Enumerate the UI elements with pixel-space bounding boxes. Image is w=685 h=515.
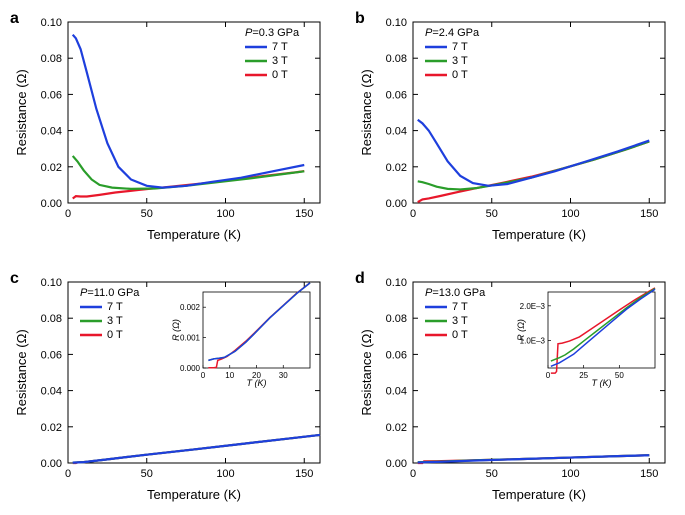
svg-text:0.08: 0.08 bbox=[386, 313, 407, 325]
svg-text:50: 50 bbox=[486, 208, 498, 220]
svg-text:3 T: 3 T bbox=[452, 315, 468, 327]
svg-text:0: 0 bbox=[201, 371, 206, 380]
svg-text:10: 10 bbox=[225, 371, 234, 380]
svg-text:3 T: 3 T bbox=[272, 55, 288, 67]
svg-text:50: 50 bbox=[141, 468, 153, 480]
svg-text:0 T: 0 T bbox=[452, 329, 468, 341]
svg-text:0.06: 0.06 bbox=[386, 349, 407, 361]
svg-text:100: 100 bbox=[216, 208, 234, 220]
panel-b: b 0 50 100 150 0.00 0.02 0.04 0.06 0.08 0.10 Tempe… bbox=[355, 10, 675, 245]
svg-text:Resistance (Ω): Resistance (Ω) bbox=[359, 329, 374, 415]
svg-text:0.02: 0.02 bbox=[41, 162, 62, 174]
svg-text:30: 30 bbox=[279, 371, 288, 380]
svg-text:0: 0 bbox=[65, 208, 71, 220]
svg-text:0.06: 0.06 bbox=[41, 349, 62, 361]
svg-text:0.06: 0.06 bbox=[386, 89, 407, 101]
svg-text:0.04: 0.04 bbox=[386, 386, 407, 398]
svg-text:100: 100 bbox=[561, 468, 579, 480]
svg-text:150: 150 bbox=[295, 468, 313, 480]
svg-text:0.02: 0.02 bbox=[386, 162, 407, 174]
panel-grid: a 0501001500.000.020.040.060.080.10Tempe… bbox=[10, 10, 675, 505]
panel-b-label: b bbox=[355, 10, 365, 28]
svg-text:50: 50 bbox=[141, 208, 153, 220]
svg-text:P=13.0 GPa: P=13.0 GPa bbox=[425, 287, 486, 299]
svg-text:25: 25 bbox=[579, 371, 588, 380]
panel-d: d 0 50 100 150 0.00 0.02 0.04 0.06 0.08 0.10 Tempe… bbox=[355, 270, 675, 505]
svg-text:R (Ω): R (Ω) bbox=[171, 319, 181, 341]
svg-text:0: 0 bbox=[410, 208, 416, 220]
svg-text:0: 0 bbox=[65, 468, 71, 480]
svg-text:0 T: 0 T bbox=[272, 69, 288, 81]
svg-text:3 T: 3 T bbox=[107, 315, 123, 327]
svg-text:0.04: 0.04 bbox=[41, 386, 62, 398]
svg-text:Temperature (K): Temperature (K) bbox=[492, 227, 586, 242]
svg-text:0.00: 0.00 bbox=[41, 198, 62, 210]
svg-text:Resistance (Ω): Resistance (Ω) bbox=[14, 69, 29, 155]
svg-text:Resistance (Ω): Resistance (Ω) bbox=[14, 329, 29, 415]
svg-text:0.001: 0.001 bbox=[180, 334, 201, 343]
svg-text:0.08: 0.08 bbox=[386, 53, 407, 65]
svg-text:0.04: 0.04 bbox=[41, 126, 62, 138]
svg-text:0.08: 0.08 bbox=[41, 53, 62, 65]
panel-a-label: a bbox=[10, 10, 19, 28]
svg-text:50: 50 bbox=[615, 371, 624, 380]
svg-text:100: 100 bbox=[216, 468, 234, 480]
svg-text:0.002: 0.002 bbox=[180, 303, 201, 312]
panel-a: a 0 50 100 150 0.00 0.02 0.04 0.06 0.08 0.10 Tempe… bbox=[10, 10, 330, 245]
svg-text:Temperature (K): Temperature (K) bbox=[492, 487, 586, 502]
svg-text:0.000: 0.000 bbox=[180, 364, 201, 373]
svg-text:0 T: 0 T bbox=[452, 69, 468, 81]
svg-text:P=11.0 GPa: P=11.0 GPa bbox=[80, 287, 140, 299]
svg-text:3 T: 3 T bbox=[452, 55, 468, 67]
svg-text:0 T: 0 T bbox=[107, 329, 123, 341]
svg-text:Temperature (K): Temperature (K) bbox=[147, 487, 241, 502]
svg-text:0.10: 0.10 bbox=[386, 17, 407, 29]
svg-text:0.02: 0.02 bbox=[386, 422, 407, 434]
svg-text:T (K): T (K) bbox=[247, 378, 267, 388]
svg-text:P=0.3 GPa: P=0.3 GPa bbox=[245, 27, 300, 39]
svg-text:0.02: 0.02 bbox=[41, 422, 62, 434]
svg-text:7 T: 7 T bbox=[452, 301, 468, 313]
svg-text:Temperature (K): Temperature (K) bbox=[147, 227, 241, 242]
svg-text:Resistance (Ω): Resistance (Ω) bbox=[359, 69, 374, 155]
svg-text:0.08: 0.08 bbox=[41, 313, 62, 325]
svg-text:50: 50 bbox=[486, 468, 498, 480]
svg-text:100: 100 bbox=[561, 208, 579, 220]
svg-text:7 T: 7 T bbox=[272, 41, 288, 53]
svg-text:7 T: 7 T bbox=[452, 41, 468, 53]
svg-text:0.10: 0.10 bbox=[386, 277, 407, 289]
panel-d-label: d bbox=[355, 270, 365, 288]
svg-text:0.04: 0.04 bbox=[386, 126, 407, 138]
svg-text:0.00: 0.00 bbox=[386, 458, 407, 470]
chart-b: 0 50 100 150 0.00 0.02 0.04 0.06 0.08 0.10 Tempera… bbox=[355, 10, 675, 245]
svg-text:0.10: 0.10 bbox=[41, 277, 62, 289]
svg-text:0.00: 0.00 bbox=[386, 198, 407, 210]
svg-text:2.0E–3: 2.0E–3 bbox=[520, 302, 546, 311]
chart-a: 0 50 100 150 0.00 0.02 0.04 0.06 0.08 0.10 Tempera… bbox=[10, 10, 330, 245]
svg-text:P=2.4 GPa: P=2.4 GPa bbox=[425, 27, 480, 39]
panel-c-label: c bbox=[10, 270, 19, 288]
panel-c: c 0501001500.000.020.040.060.080.10Tempe… bbox=[10, 270, 330, 505]
svg-text:0.00: 0.00 bbox=[41, 458, 62, 470]
chart-d: 0 50 100 150 0.00 0.02 0.04 0.06 0.08 0.10 Tempera… bbox=[355, 270, 675, 505]
svg-text:0: 0 bbox=[546, 371, 551, 380]
svg-text:0.06: 0.06 bbox=[41, 89, 62, 101]
svg-text:0: 0 bbox=[410, 468, 416, 480]
svg-text:150: 150 bbox=[295, 208, 313, 220]
chart-c: 0501001500.000.020.040.060.080.10Tempera… bbox=[10, 270, 330, 505]
svg-text:R (Ω): R (Ω) bbox=[516, 319, 526, 341]
svg-text:0.10: 0.10 bbox=[41, 17, 62, 29]
svg-text:7 T: 7 T bbox=[107, 301, 123, 313]
svg-text:150: 150 bbox=[640, 468, 658, 480]
svg-text:T (K): T (K) bbox=[592, 378, 612, 388]
svg-text:150: 150 bbox=[640, 208, 658, 220]
